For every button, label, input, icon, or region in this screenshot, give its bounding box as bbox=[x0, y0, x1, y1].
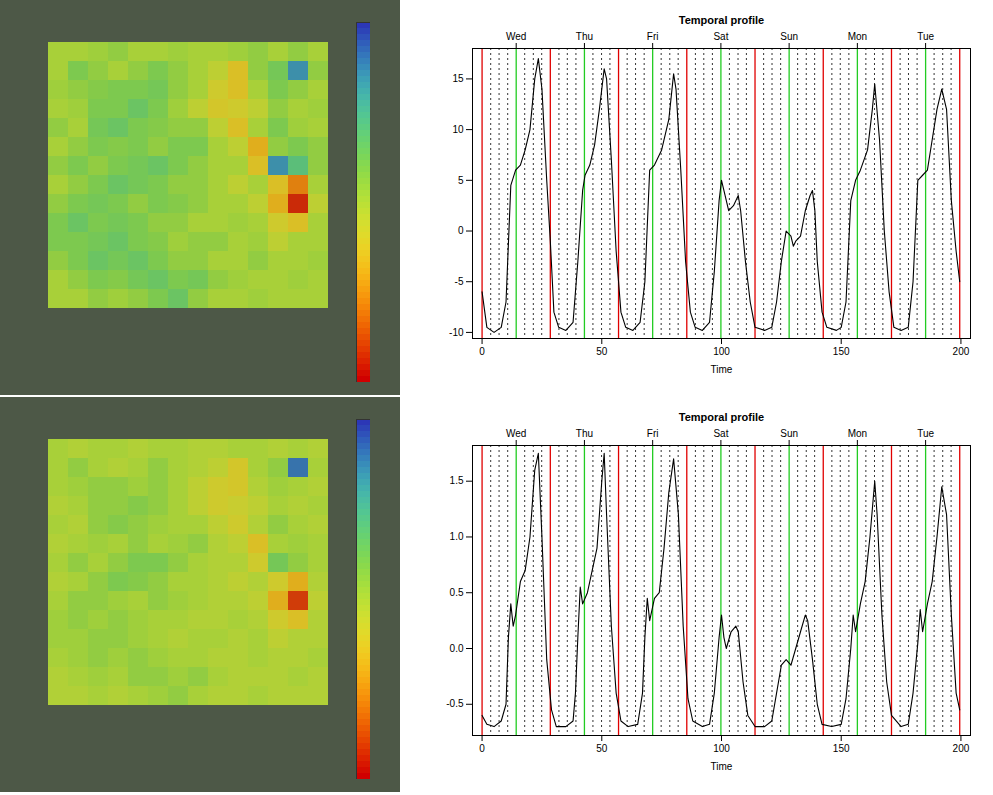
svg-text:Sun: Sun bbox=[780, 428, 798, 439]
svg-text:Mon: Mon bbox=[848, 428, 867, 439]
svg-text:0: 0 bbox=[458, 225, 464, 236]
svg-text:10: 10 bbox=[452, 124, 464, 135]
svg-text:0: 0 bbox=[479, 346, 485, 357]
svg-text:Temporal profile: Temporal profile bbox=[679, 14, 764, 26]
svg-text:50: 50 bbox=[596, 346, 608, 357]
svg-text:Time: Time bbox=[711, 761, 733, 772]
svg-text:Mon: Mon bbox=[848, 31, 867, 42]
svg-text:Fri: Fri bbox=[647, 31, 659, 42]
svg-text:Sat: Sat bbox=[713, 31, 728, 42]
svg-text:0.5: 0.5 bbox=[450, 587, 464, 598]
svg-text:Sun: Sun bbox=[780, 31, 798, 42]
svg-text:5: 5 bbox=[458, 175, 464, 186]
svg-text:Wed: Wed bbox=[506, 31, 526, 42]
svg-text:0: 0 bbox=[479, 743, 485, 754]
svg-text:Wed: Wed bbox=[506, 428, 526, 439]
svg-text:150: 150 bbox=[833, 743, 850, 754]
svg-text:-0.5: -0.5 bbox=[446, 698, 464, 709]
svg-text:50: 50 bbox=[596, 743, 608, 754]
svg-text:Fri: Fri bbox=[647, 428, 659, 439]
svg-text:1.0: 1.0 bbox=[450, 531, 464, 542]
svg-text:100: 100 bbox=[713, 346, 730, 357]
svg-text:-5: -5 bbox=[455, 276, 464, 287]
svg-text:Thu: Thu bbox=[576, 31, 593, 42]
svg-text:150: 150 bbox=[833, 346, 850, 357]
svg-text:100: 100 bbox=[713, 743, 730, 754]
svg-text:15: 15 bbox=[452, 73, 464, 84]
svg-text:Thu: Thu bbox=[576, 428, 593, 439]
svg-text:Time: Time bbox=[711, 364, 733, 375]
svg-text:-10: -10 bbox=[449, 327, 464, 338]
svg-text:Sat: Sat bbox=[713, 428, 728, 439]
svg-text:200: 200 bbox=[953, 346, 970, 357]
svg-text:Temporal profile: Temporal profile bbox=[679, 411, 764, 423]
svg-text:Tue: Tue bbox=[917, 428, 934, 439]
svg-text:Tue: Tue bbox=[917, 31, 934, 42]
svg-text:0.0: 0.0 bbox=[450, 643, 464, 654]
svg-text:1.5: 1.5 bbox=[450, 475, 464, 486]
svg-text:200: 200 bbox=[953, 743, 970, 754]
